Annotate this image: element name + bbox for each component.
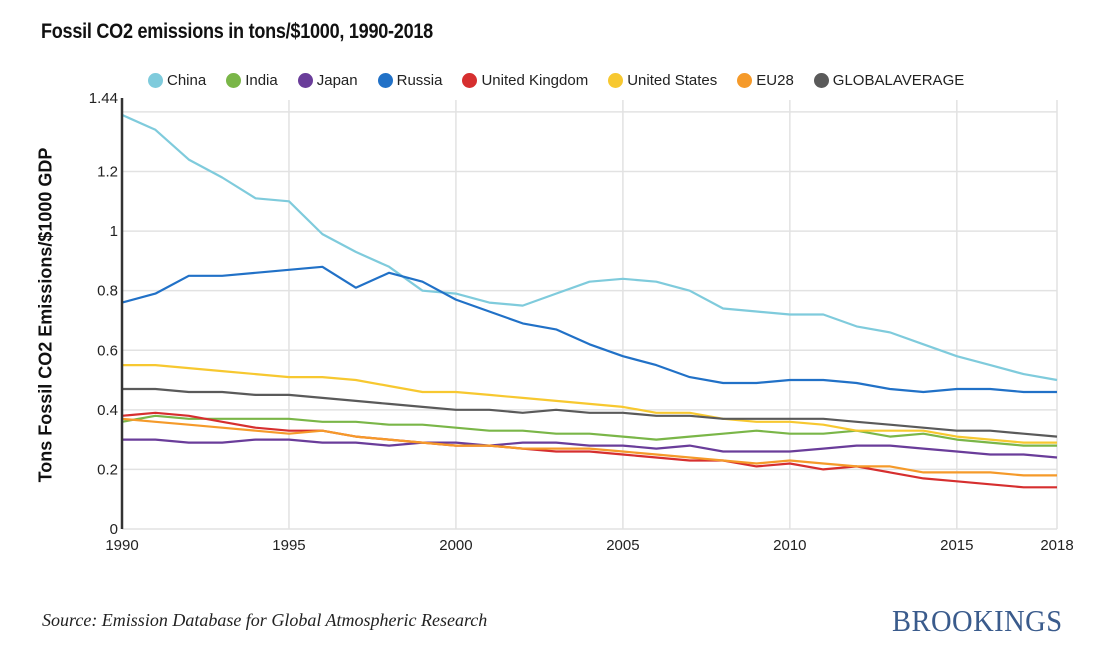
series-line-japan: [122, 438, 1058, 459]
x-tick-label: 2010: [773, 537, 806, 554]
y-tick-label: 0.8: [97, 283, 118, 300]
y-tick-label: 0.4: [97, 402, 118, 419]
series-line-united-states: [122, 364, 1057, 444]
chart-title: Fossil CO2 emissions in tons/$1000, 1990…: [41, 20, 433, 43]
legend-swatch-icon: [462, 73, 478, 88]
legend-item-india[interactable]: India: [226, 72, 278, 89]
legend-swatch-icon: [148, 73, 163, 88]
x-axis-ticks: 1990 1995 2000 2005 2010 2015 2018: [105, 537, 1073, 554]
y-tick-label: 1.44: [89, 90, 118, 107]
legend-item-united-states[interactable]: United States: [608, 72, 717, 89]
series-line-united-kingdom: [121, 411, 1057, 489]
source-note: Source: Emission Database for Global Atm…: [42, 610, 488, 630]
legend-item-russia[interactable]: Russia: [377, 72, 443, 89]
legend: China India Japan Russia United Kingdom …: [148, 72, 984, 89]
legend-label: EU28: [756, 72, 794, 89]
x-tick-label: 2018: [1040, 537, 1073, 554]
x-tick-label: 1990: [105, 537, 138, 554]
series-line-russia: [121, 265, 1057, 394]
legend-swatch-icon: [737, 73, 753, 88]
series-line-globalaverage: [122, 387, 1058, 438]
legend-label: GLOBALAVERAGE: [832, 72, 965, 89]
y-tick-label: 1.2: [97, 164, 118, 181]
x-tick-label: 2005: [606, 537, 639, 554]
x-tick-label: 1995: [272, 537, 305, 554]
legend-item-china[interactable]: China: [148, 72, 206, 89]
gridlines: [121, 100, 1058, 530]
legend-item-global-average[interactable]: GLOBALAVERAGE: [813, 72, 965, 89]
legend-label: China: [167, 72, 207, 89]
brand-logo: BROOKINGS: [892, 603, 1063, 638]
series-lines: [121, 113, 1058, 489]
series-line-india: [121, 414, 1057, 447]
legend-item-japan[interactable]: Japan: [297, 72, 358, 89]
legend-swatch-icon: [226, 73, 242, 88]
legend-item-united-kingdom[interactable]: United Kingdom: [462, 72, 588, 89]
legend-swatch-icon: [813, 73, 829, 88]
legend-label: Russia: [396, 72, 443, 89]
y-tick-label: 0.2: [97, 461, 118, 478]
series-line-eu28: [121, 417, 1057, 477]
legend-label: United Kingdom: [481, 72, 589, 89]
legend-swatch-icon: [297, 73, 313, 88]
y-axis-ticks: 0 0.2 0.4 0.6 0.8 1 1.2 1.44: [89, 90, 118, 538]
legend-swatch-icon: [608, 73, 624, 88]
legend-swatch-icon: [377, 73, 393, 88]
x-tick-label: 2000: [439, 537, 472, 554]
legend-label: Japan: [316, 72, 358, 89]
legend-item-eu28[interactable]: EU28: [737, 72, 794, 89]
y-tick-label: 1: [110, 223, 118, 240]
y-tick-label: 0.6: [97, 342, 118, 359]
y-tick-label: 0: [110, 521, 118, 538]
x-tick-label: 2015: [940, 537, 973, 554]
legend-label: India: [245, 72, 278, 89]
series-line-china: [121, 113, 1058, 382]
legend-label: United States: [627, 72, 718, 89]
